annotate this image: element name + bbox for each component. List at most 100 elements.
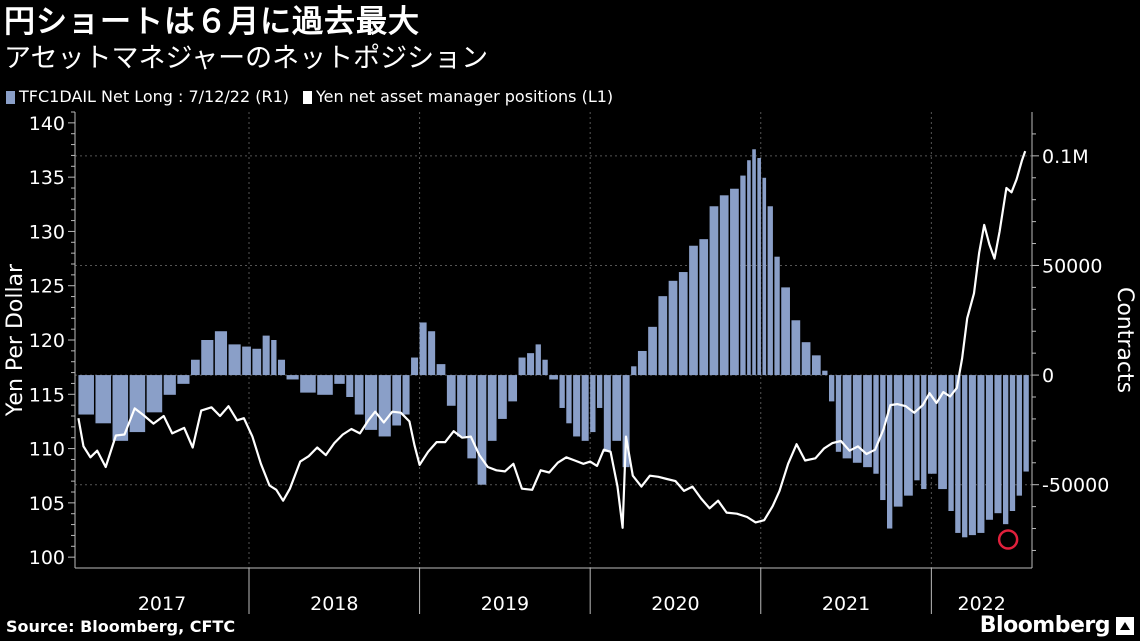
bar	[566, 375, 572, 424]
bar	[1003, 375, 1009, 525]
bar	[549, 375, 558, 380]
bar	[767, 206, 773, 376]
bar	[873, 375, 879, 474]
bar	[757, 158, 761, 376]
bar	[446, 375, 456, 406]
bar	[938, 375, 947, 490]
left-tick-label: 115	[29, 384, 65, 406]
bar	[622, 375, 630, 468]
bar	[678, 272, 688, 376]
bar	[880, 375, 886, 501]
bar	[689, 245, 698, 376]
bar	[948, 375, 954, 511]
bar	[214, 331, 228, 376]
bar	[994, 375, 1002, 514]
left-tick-label: 100	[29, 547, 65, 569]
left-tick-label: 140	[29, 113, 65, 135]
bar	[1023, 375, 1029, 472]
bar	[791, 320, 801, 376]
bar	[535, 344, 541, 376]
right-tick-label: 0.1M	[1042, 146, 1089, 168]
legend-label-line: Yen net asset manager positions (L1)	[316, 87, 614, 106]
bar	[829, 375, 835, 402]
bar	[518, 357, 526, 376]
bar	[228, 344, 241, 376]
bar	[278, 359, 286, 376]
bar	[927, 375, 937, 474]
left-tick-label: 125	[29, 276, 65, 298]
bar	[801, 342, 811, 376]
bar	[487, 375, 497, 441]
bar	[242, 346, 251, 376]
bar	[699, 239, 709, 376]
year-label: 2017	[138, 593, 186, 615]
bar	[354, 375, 364, 415]
bar	[637, 350, 647, 376]
bar	[498, 375, 507, 419]
bar	[428, 331, 436, 376]
left-tick-label: 130	[29, 221, 65, 243]
bar	[668, 280, 678, 376]
bar	[863, 375, 872, 468]
year-label: 2020	[651, 593, 699, 615]
bar	[402, 375, 410, 415]
year-label: 2022	[957, 593, 1005, 615]
bar	[559, 375, 565, 408]
bar	[774, 256, 780, 376]
bar	[921, 375, 927, 490]
bar	[508, 375, 518, 402]
bar	[286, 375, 299, 380]
left-tick-label: 135	[29, 167, 65, 189]
bar	[762, 177, 767, 376]
bar	[955, 375, 961, 533]
brand-logo: Bloomberg	[979, 613, 1111, 638]
bar	[842, 375, 852, 459]
bar	[658, 296, 668, 376]
bar	[719, 195, 729, 376]
bar	[752, 149, 756, 376]
bar	[146, 375, 163, 413]
year-label: 2021	[822, 593, 870, 615]
bar	[977, 375, 985, 533]
bar	[612, 375, 622, 441]
bar	[904, 375, 913, 496]
right-tick-label: 50000	[1042, 255, 1102, 277]
left-axis-title: Yen Per Dollar	[3, 263, 28, 417]
bar	[781, 287, 790, 376]
bar	[709, 206, 719, 376]
bar	[201, 340, 214, 376]
bar	[914, 375, 920, 481]
bar	[542, 359, 548, 376]
bar	[271, 340, 277, 376]
bar	[603, 375, 611, 452]
bar	[887, 375, 893, 529]
legend-item-line: Yen net asset manager positions (L1)	[303, 87, 613, 107]
source-note: Source: Bloomberg, CFTC	[6, 617, 236, 636]
bar	[730, 188, 739, 376]
legend: TFC1DAIL Net Long : 7/12/22 (R1) Yen net…	[6, 87, 627, 107]
bar-series	[78, 149, 1029, 538]
bar	[346, 375, 354, 397]
bar	[467, 375, 477, 459]
bar	[573, 375, 581, 437]
bar	[262, 335, 270, 376]
brand-mark-icon	[1116, 617, 1134, 635]
right-tick-label: 0	[1042, 365, 1054, 387]
bar	[581, 375, 589, 441]
bar	[852, 375, 862, 463]
legend-item-bars: TFC1DAIL Net Long : 7/12/22 (R1)	[6, 87, 289, 107]
chart-title: 円ショートは６月に過去最大	[4, 4, 420, 40]
bar	[78, 375, 94, 415]
year-label: 2019	[481, 593, 529, 615]
bar	[985, 375, 993, 520]
bar	[392, 375, 402, 426]
bar	[631, 366, 637, 376]
bar	[177, 375, 190, 384]
legend-label-bars: TFC1DAIL Net Long : 7/12/22 (R1)	[19, 87, 290, 106]
bar	[317, 375, 333, 395]
year-label: 2018	[310, 593, 358, 615]
bar	[962, 375, 968, 538]
chart-subtitle: アセットマネジャーのネットポジション	[4, 43, 489, 74]
axes: 100 105 110 115 120 125 130 135 140 Yen Per Dolla…	[3, 111, 1137, 615]
